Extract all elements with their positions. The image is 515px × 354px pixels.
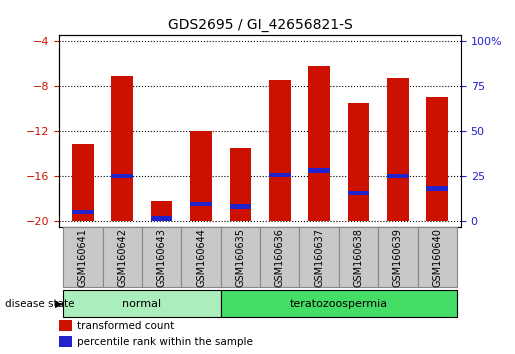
Bar [260, 227, 299, 287]
Bar [221, 227, 260, 287]
Text: GSM160643: GSM160643 [157, 228, 167, 287]
Bar [426, 186, 448, 190]
Bar [151, 201, 173, 221]
Text: GSM160640: GSM160640 [432, 228, 442, 287]
Bar [102, 227, 142, 287]
Text: GSM160639: GSM160639 [393, 228, 403, 287]
Bar [269, 173, 290, 177]
Text: normal: normal [123, 298, 162, 309]
Bar [221, 290, 457, 317]
Bar [378, 227, 418, 287]
Bar [190, 131, 212, 221]
Bar [63, 227, 102, 287]
Bar [348, 190, 369, 195]
Bar [418, 227, 457, 287]
Text: GSM160642: GSM160642 [117, 228, 127, 287]
Bar [269, 80, 290, 221]
Bar [190, 202, 212, 206]
Bar [111, 76, 133, 221]
Title: GDS2695 / GI_42656821-S: GDS2695 / GI_42656821-S [168, 18, 352, 32]
Bar [348, 103, 369, 221]
Text: GSM160641: GSM160641 [78, 228, 88, 287]
Text: GSM160638: GSM160638 [353, 228, 364, 287]
Text: percentile rank within the sample: percentile rank within the sample [77, 337, 253, 347]
Text: GSM160635: GSM160635 [235, 228, 245, 287]
Text: GSM160644: GSM160644 [196, 228, 206, 287]
Bar [230, 148, 251, 221]
Text: teratozoospermia: teratozoospermia [290, 298, 388, 309]
Text: ▶: ▶ [55, 298, 63, 309]
Text: transformed count: transformed count [77, 321, 175, 331]
Bar [230, 204, 251, 209]
Bar [151, 216, 173, 221]
Bar [142, 227, 181, 287]
Bar [387, 78, 409, 221]
Bar [426, 97, 448, 221]
Text: disease state: disease state [5, 298, 75, 309]
Bar [111, 174, 133, 178]
Text: GSM160636: GSM160636 [275, 228, 285, 287]
Bar [299, 227, 339, 287]
Bar [72, 210, 94, 214]
Bar [339, 227, 378, 287]
Text: GSM160637: GSM160637 [314, 228, 324, 287]
Bar [63, 290, 221, 317]
Bar [72, 144, 94, 221]
Bar [308, 168, 330, 173]
Bar [387, 174, 409, 178]
Bar [181, 227, 221, 287]
Bar [308, 66, 330, 221]
